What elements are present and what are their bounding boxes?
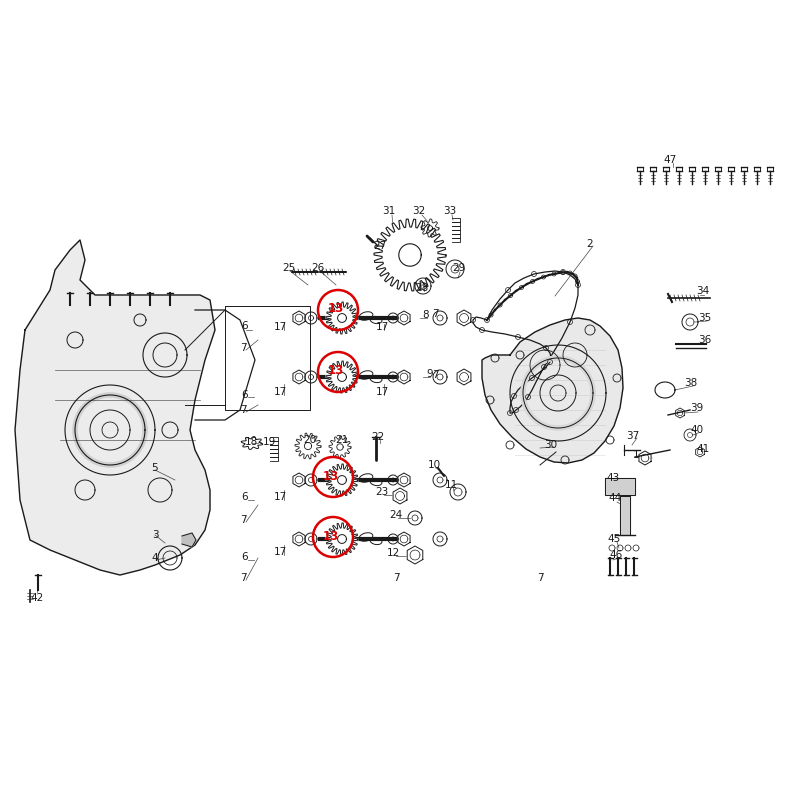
Text: 27: 27 <box>374 241 386 251</box>
Text: 4: 4 <box>152 553 158 563</box>
Text: 20: 20 <box>303 435 317 445</box>
Text: 17: 17 <box>274 547 286 557</box>
Text: 39: 39 <box>690 403 704 413</box>
Text: 6: 6 <box>242 492 248 502</box>
Polygon shape <box>398 370 410 384</box>
Text: 8: 8 <box>422 310 430 320</box>
Text: 33: 33 <box>443 206 457 216</box>
Text: 38: 38 <box>684 378 698 388</box>
Text: 7: 7 <box>240 573 246 583</box>
Text: 44: 44 <box>608 493 622 503</box>
Polygon shape <box>293 532 305 546</box>
Text: 29: 29 <box>452 263 466 273</box>
Text: 3: 3 <box>152 530 158 540</box>
Polygon shape <box>696 447 704 457</box>
Text: 17: 17 <box>274 387 286 397</box>
Text: 7: 7 <box>393 573 399 583</box>
Text: 46: 46 <box>610 550 622 560</box>
Text: 31: 31 <box>382 206 396 216</box>
Text: 13: 13 <box>328 302 344 315</box>
Text: 17: 17 <box>375 322 389 332</box>
Polygon shape <box>398 473 410 487</box>
Text: 40: 40 <box>690 425 703 435</box>
Text: 41: 41 <box>696 444 710 454</box>
Polygon shape <box>676 408 684 418</box>
Text: 7: 7 <box>432 309 438 319</box>
Polygon shape <box>293 370 305 384</box>
Text: 7: 7 <box>537 573 543 583</box>
Text: 2: 2 <box>586 239 594 249</box>
Text: 21: 21 <box>335 435 349 445</box>
Text: 1: 1 <box>633 450 639 460</box>
Polygon shape <box>605 478 635 495</box>
Text: 26: 26 <box>311 263 325 273</box>
Polygon shape <box>374 219 446 291</box>
Text: 45: 45 <box>607 534 621 544</box>
Text: 12: 12 <box>386 548 400 558</box>
Polygon shape <box>293 311 305 325</box>
Polygon shape <box>457 310 471 326</box>
Text: 13: 13 <box>323 530 339 542</box>
Text: 13: 13 <box>328 365 344 378</box>
Polygon shape <box>482 318 623 463</box>
Text: 6: 6 <box>242 390 248 400</box>
Text: 6: 6 <box>242 321 248 331</box>
Text: 17: 17 <box>375 387 389 397</box>
Text: 17: 17 <box>274 322 286 332</box>
Polygon shape <box>15 240 215 575</box>
Polygon shape <box>326 302 358 334</box>
Text: 11: 11 <box>444 480 458 490</box>
Text: 43: 43 <box>606 473 620 483</box>
Polygon shape <box>182 533 196 547</box>
Text: 25: 25 <box>282 263 296 273</box>
Polygon shape <box>421 219 439 237</box>
Polygon shape <box>326 464 358 496</box>
Polygon shape <box>620 496 630 535</box>
Polygon shape <box>326 361 358 393</box>
Polygon shape <box>293 473 305 487</box>
Text: 22: 22 <box>371 432 385 442</box>
Polygon shape <box>398 311 410 325</box>
Polygon shape <box>393 488 407 504</box>
Text: 36: 36 <box>698 335 712 345</box>
Text: 34: 34 <box>696 286 710 296</box>
Polygon shape <box>398 532 410 546</box>
Text: 13: 13 <box>323 470 339 482</box>
Polygon shape <box>639 451 651 465</box>
Polygon shape <box>457 369 471 385</box>
Text: 24: 24 <box>390 510 402 520</box>
Text: 5: 5 <box>150 463 158 473</box>
Polygon shape <box>326 523 358 555</box>
Text: 7: 7 <box>432 370 438 380</box>
Text: 32: 32 <box>412 206 426 216</box>
Polygon shape <box>407 546 422 564</box>
Polygon shape <box>295 433 321 459</box>
Text: 47: 47 <box>663 155 677 165</box>
Text: 18: 18 <box>244 437 258 447</box>
Text: 9: 9 <box>426 369 434 379</box>
Text: 19: 19 <box>262 437 276 447</box>
Text: 37: 37 <box>626 431 640 441</box>
Text: 28: 28 <box>415 283 429 293</box>
Text: 30: 30 <box>545 440 558 450</box>
Polygon shape <box>329 436 351 458</box>
Text: 42: 42 <box>30 593 44 603</box>
Text: 6: 6 <box>242 552 248 562</box>
Text: 10: 10 <box>427 460 441 470</box>
Text: 35: 35 <box>698 313 712 323</box>
Text: 7: 7 <box>240 405 246 415</box>
Text: 7: 7 <box>240 515 246 525</box>
Text: 7: 7 <box>240 343 246 353</box>
Text: 17: 17 <box>274 492 286 502</box>
Text: 23: 23 <box>375 487 389 497</box>
